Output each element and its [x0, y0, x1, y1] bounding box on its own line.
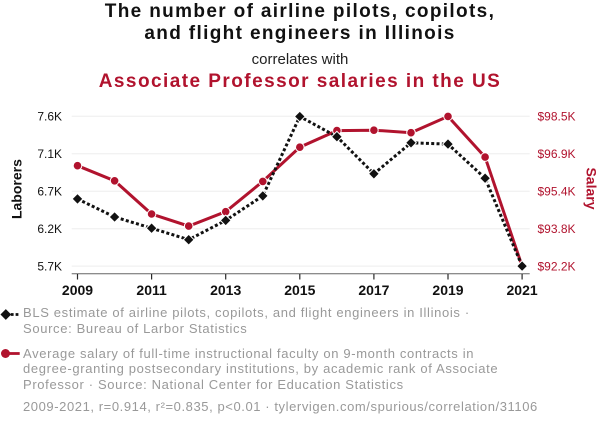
svg-text:2017: 2017 [358, 282, 389, 298]
svg-text:Laborers: Laborers [9, 159, 25, 219]
svg-text:$98.5K: $98.5K [538, 110, 576, 124]
svg-text:2015: 2015 [284, 282, 315, 298]
svg-text:2009: 2009 [62, 282, 93, 298]
svg-text:6.7K: 6.7K [37, 185, 62, 199]
svg-text:$93.8K: $93.8K [538, 222, 576, 236]
svg-text:2011: 2011 [136, 282, 167, 298]
svg-text:2021: 2021 [507, 282, 538, 298]
svg-text:$96.9K: $96.9K [538, 147, 576, 161]
svg-text:7.6K: 7.6K [37, 110, 62, 124]
svg-text:5.7K: 5.7K [37, 260, 62, 274]
svg-text:7.1K: 7.1K [37, 147, 62, 161]
svg-text:2013: 2013 [210, 282, 241, 298]
svg-text:$95.4K: $95.4K [538, 185, 576, 199]
svg-text:Salary: Salary [583, 167, 599, 209]
svg-text:2019: 2019 [432, 282, 463, 298]
svg-text:$92.2K: $92.2K [538, 260, 576, 274]
svg-text:6.2K: 6.2K [37, 222, 62, 236]
